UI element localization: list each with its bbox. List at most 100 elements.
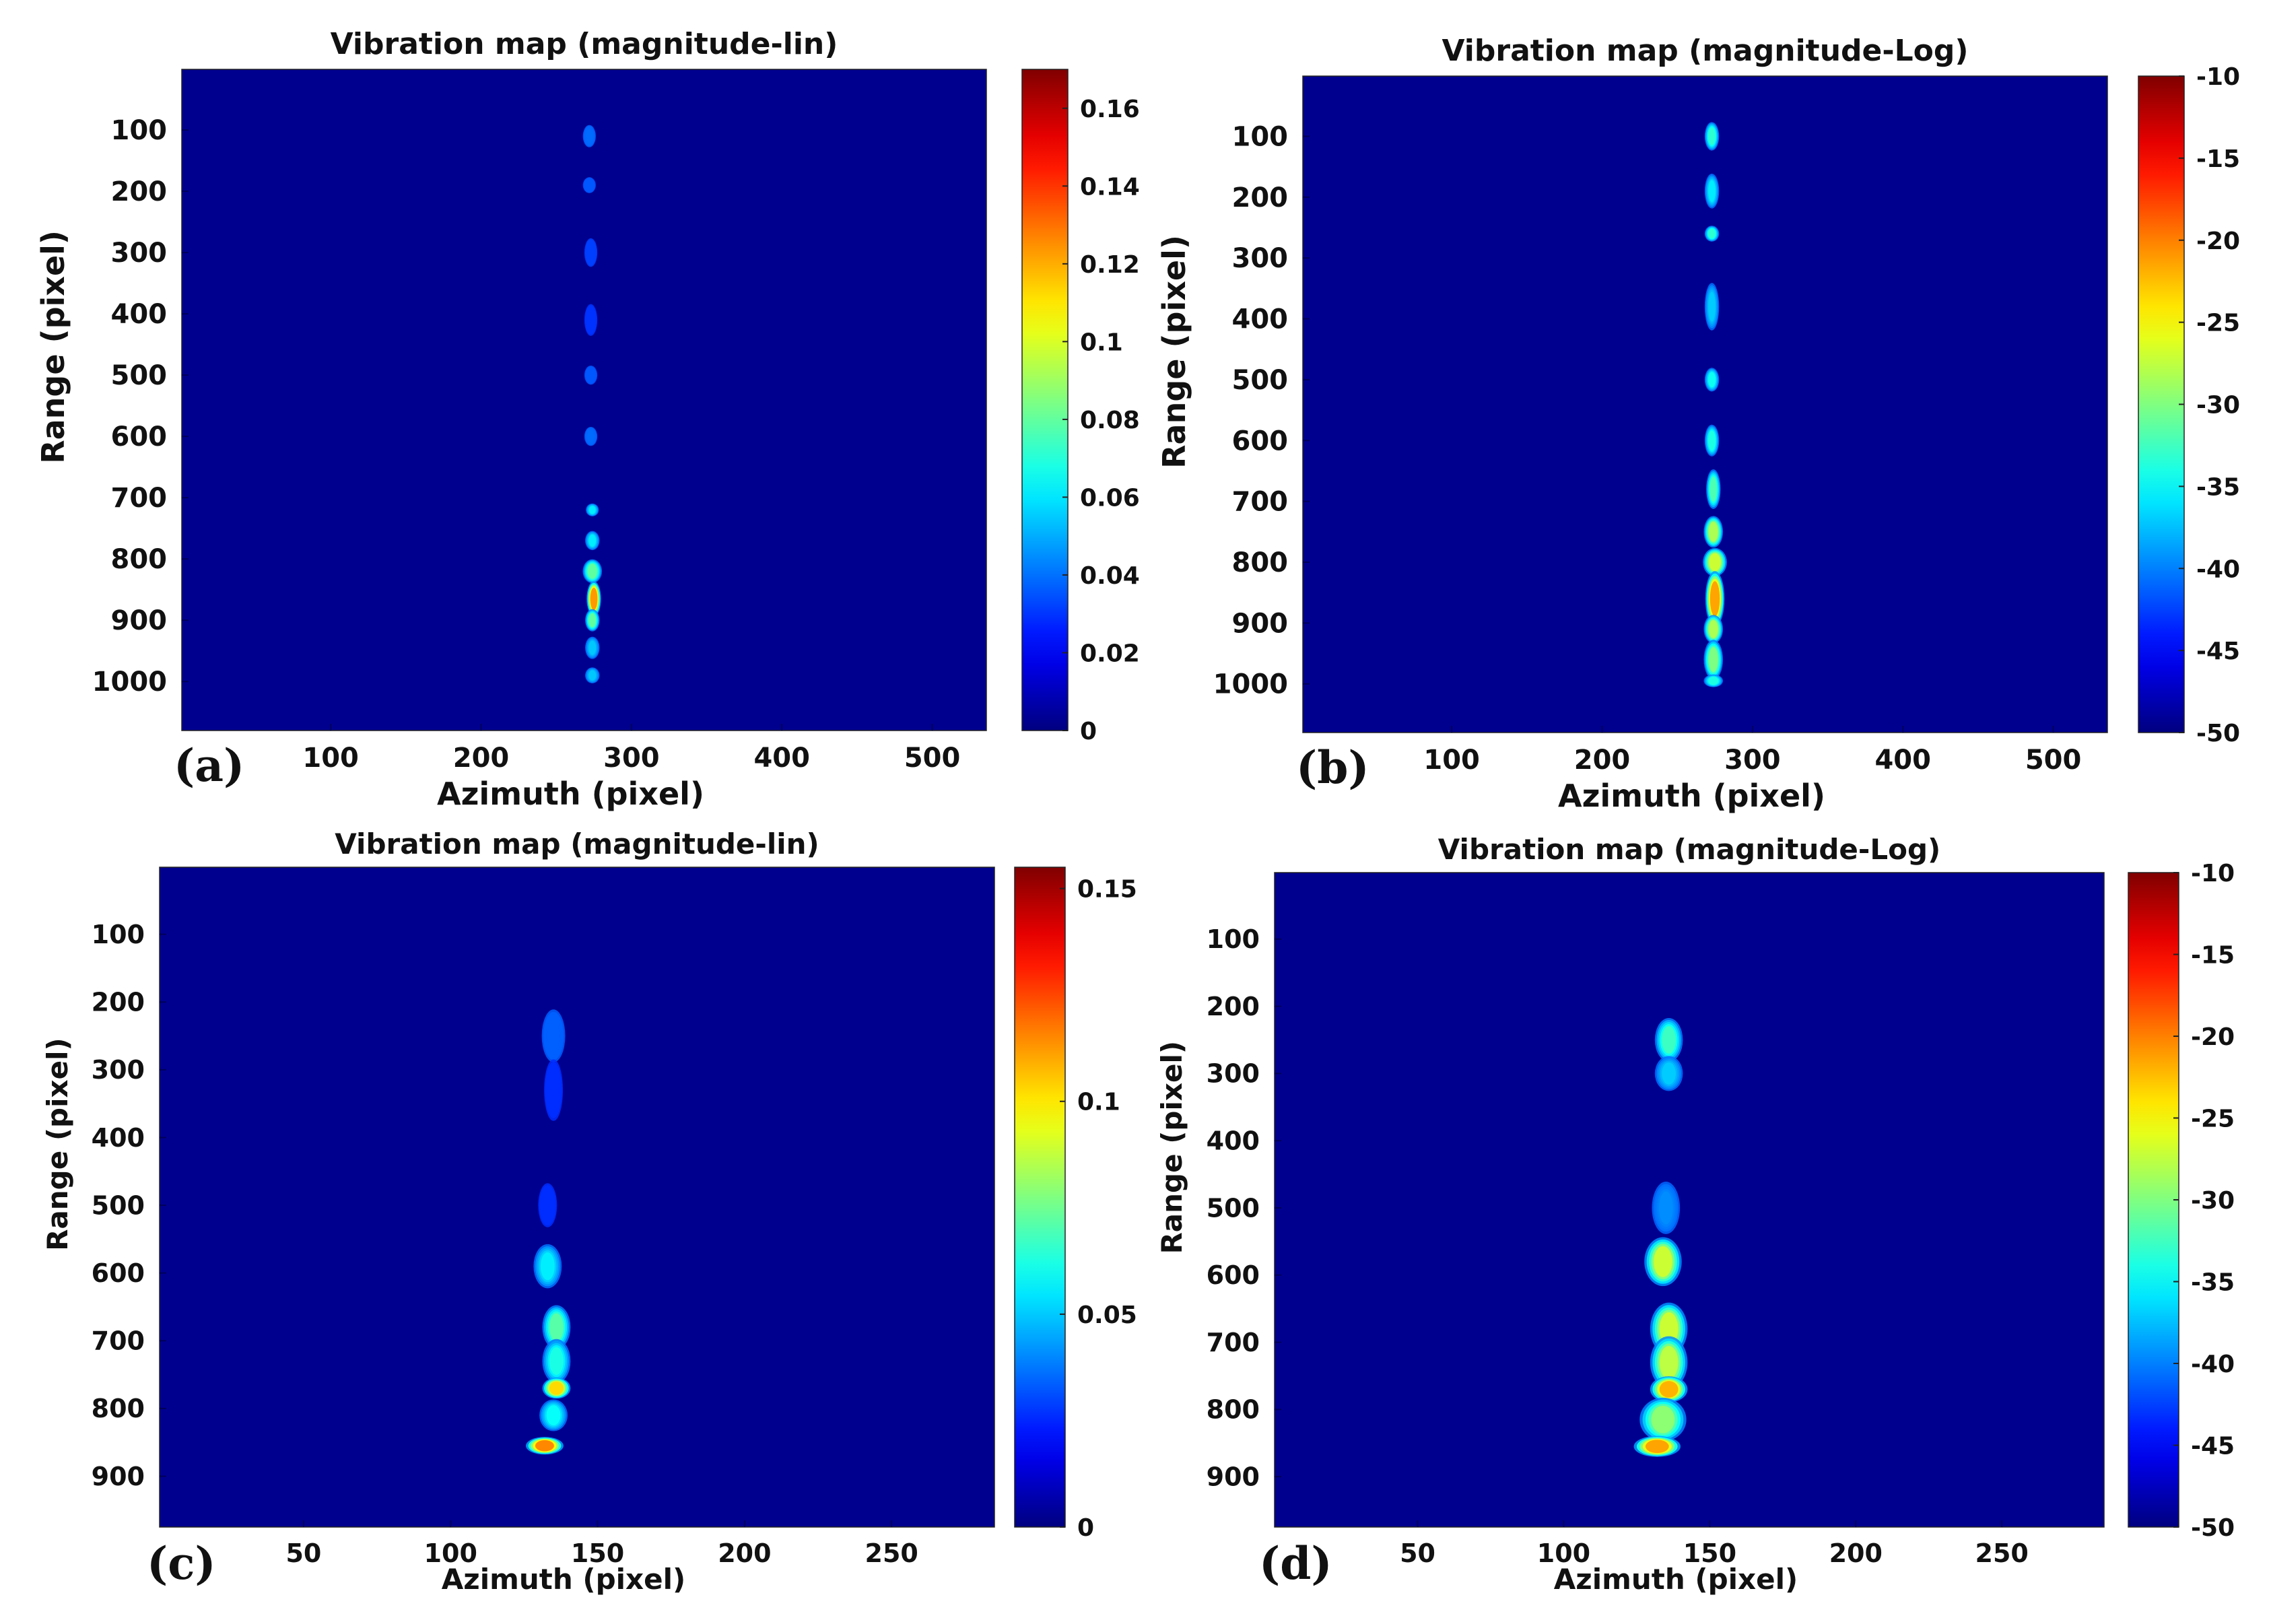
x-tick-label: 100 (424, 1538, 477, 1568)
heatmap-hotspot (587, 243, 595, 262)
colorbar-tick-label: 0.04 (1080, 562, 1140, 590)
x-tick-label: 50 (1400, 1538, 1435, 1568)
heatmap-hotspot (588, 534, 597, 547)
heatmap-hotspot (1654, 1246, 1672, 1277)
colorbar-tick-label: -45 (2191, 1433, 2235, 1460)
heatmap-hotspot (549, 1347, 564, 1376)
panel-letter: (b) (1296, 741, 1369, 794)
colorbar (2128, 872, 2179, 1528)
x-tick-label: 100 (302, 743, 359, 774)
y-axis-label: Range (pixel) (1156, 235, 1192, 469)
y-tick-label: 300 (1232, 243, 1289, 274)
plot-frame (159, 867, 995, 1528)
x-tick-label: 300 (603, 743, 660, 774)
colorbar-tick-label: -25 (2196, 310, 2240, 337)
panel-c: Vibration map (magnitude-lin) 100 200 300 40… (41, 827, 1137, 1596)
heatmap-hotspot (588, 613, 597, 628)
heatmap-hotspot (1709, 581, 1720, 617)
y-tick-label: 200 (1207, 992, 1260, 1021)
y-tick-label: 200 (111, 176, 168, 207)
heatmap-hotspot (587, 564, 597, 579)
heatmap-cells (582, 125, 603, 683)
colorbar-tick-label: 0.14 (1080, 173, 1140, 201)
heatmap-hotspot (1658, 1191, 1673, 1225)
colorbar-tick-label: 0.1 (1080, 329, 1123, 356)
panel-a: Vibration map (magnitude-lin) 100 200 300 40… (35, 27, 1140, 812)
heatmap-cells (1633, 1018, 1688, 1457)
x-tick-label: 150 (571, 1538, 624, 1568)
heatmap-hotspot (587, 369, 595, 382)
heatmap-hotspot (549, 1071, 559, 1110)
x-axis-label: Azimuth (pixel) (437, 776, 704, 812)
y-tick-label: 800 (92, 1394, 145, 1423)
plot-frame (1302, 75, 2108, 733)
panel-letter: (c) (147, 1537, 216, 1590)
chart-title: Vibration map (magnitude-lin) (331, 27, 838, 61)
colorbar-tick-label: -30 (2196, 392, 2240, 419)
x-tick-label: 250 (865, 1538, 918, 1568)
colorbar-tick-label: 0.02 (1080, 640, 1140, 667)
x-tick-label: 200 (1574, 745, 1631, 776)
y-tick-label: 300 (92, 1055, 145, 1085)
y-tick-label: 1000 (92, 667, 167, 698)
y-axis-label: Range (pixel) (1155, 1041, 1188, 1254)
y-tick-label: 700 (111, 483, 168, 514)
colorbar-tick-label: 0.1 (1077, 1089, 1120, 1116)
panel-letter: (a) (174, 739, 244, 792)
heatmap-hotspot (586, 129, 593, 143)
y-tick-label: 500 (1232, 365, 1289, 396)
heatmap-hotspot (549, 1381, 564, 1395)
heatmap-hotspot (1708, 180, 1716, 203)
x-tick-label: 200 (718, 1538, 771, 1568)
colorbar-tick-label: -30 (2191, 1187, 2235, 1215)
chart-title: Vibration map (magnitude-Log) (1438, 833, 1940, 866)
y-tick-label: 900 (1232, 608, 1289, 639)
colorbar-tick-label: -15 (2191, 942, 2235, 970)
x-tick-label: 150 (1683, 1538, 1736, 1568)
colorbar-tick-label: -45 (2196, 638, 2240, 665)
y-tick-label: 600 (1207, 1260, 1260, 1290)
heatmap-hotspot (535, 1440, 554, 1452)
y-tick-label: 700 (92, 1326, 145, 1356)
heatmap-hotspot (587, 310, 595, 331)
y-tick-label: 100 (1207, 924, 1260, 954)
heatmap-hotspot (543, 1191, 553, 1219)
y-tick-label: 500 (92, 1190, 145, 1220)
colorbar-tick-label: 0.06 (1080, 484, 1140, 512)
heatmap-hotspot (587, 430, 595, 443)
heatmap-hotspot (1708, 292, 1716, 322)
heatmap-hotspot (1709, 477, 1718, 502)
heatmap-hotspot (1708, 228, 1716, 239)
panel-letter: (d) (1259, 1537, 1332, 1590)
heatmap-hotspot (547, 1019, 560, 1053)
colorbar-tick-label: -50 (2196, 720, 2240, 747)
colorbar-tick-label: -10 (2196, 63, 2240, 91)
x-axis-label: Azimuth (pixel) (1554, 1563, 1798, 1596)
heatmap-hotspot (546, 1405, 561, 1425)
y-tick-label: 400 (1232, 304, 1289, 335)
y-tick-label: 500 (111, 360, 168, 391)
colorbar-tick-label: -10 (2191, 860, 2235, 887)
y-tick-label: 900 (1207, 1462, 1260, 1491)
y-tick-label: 100 (92, 920, 145, 949)
x-tick-label: 400 (1874, 745, 1931, 776)
y-tick-label: 600 (92, 1258, 145, 1288)
colorbar-tick-label: 0.12 (1080, 251, 1140, 279)
heatmap-cells (1703, 122, 1727, 687)
colorbar-tick-label: -20 (2191, 1023, 2235, 1051)
x-tick-label: 50 (285, 1538, 321, 1568)
colorbar (1021, 69, 1069, 731)
x-tick-label: 200 (453, 743, 510, 774)
heatmap-hotspot (1709, 553, 1721, 572)
heatmap-hotspot (1708, 677, 1718, 685)
y-tick-label: 1000 (1213, 669, 1288, 700)
heatmap-hotspot (1662, 1026, 1677, 1054)
y-tick-label: 900 (92, 1462, 145, 1491)
x-axis-label: Azimuth (pixel) (1558, 778, 1825, 814)
colorbar-tick-label: -20 (2196, 228, 2240, 255)
y-tick-label: 700 (1207, 1328, 1260, 1357)
y-tick-label: 600 (111, 421, 168, 452)
colorbar-tick-label: -25 (2191, 1106, 2235, 1133)
heatmap-hotspot (1708, 521, 1718, 542)
y-tick-label: 200 (92, 988, 145, 1017)
